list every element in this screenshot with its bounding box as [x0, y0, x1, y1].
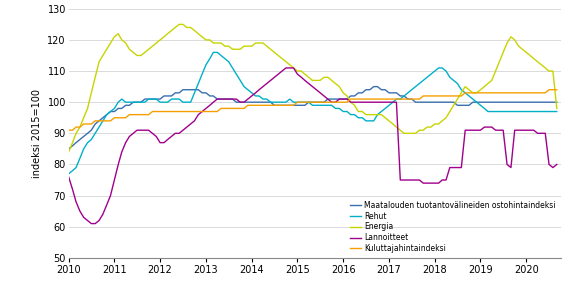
Legend: Maatalouden tuotantovälineiden ostohintaindeksi, Rehut, Energia, Lannoitteet, Ku: Maatalouden tuotantovälineiden ostohinta… — [349, 200, 557, 254]
Y-axis label: indeksi 2015=100: indeksi 2015=100 — [32, 89, 42, 178]
Line: Lannoitteet: Lannoitteet — [69, 68, 557, 224]
Line: Energia: Energia — [69, 24, 557, 152]
Line: Maatalouden tuotantovälineiden ostohintaindeksi: Maatalouden tuotantovälineiden ostohinta… — [69, 87, 557, 149]
Line: Kuluttajahintaindeksi: Kuluttajahintaindeksi — [69, 90, 557, 130]
Line: Rehut: Rehut — [69, 52, 557, 174]
